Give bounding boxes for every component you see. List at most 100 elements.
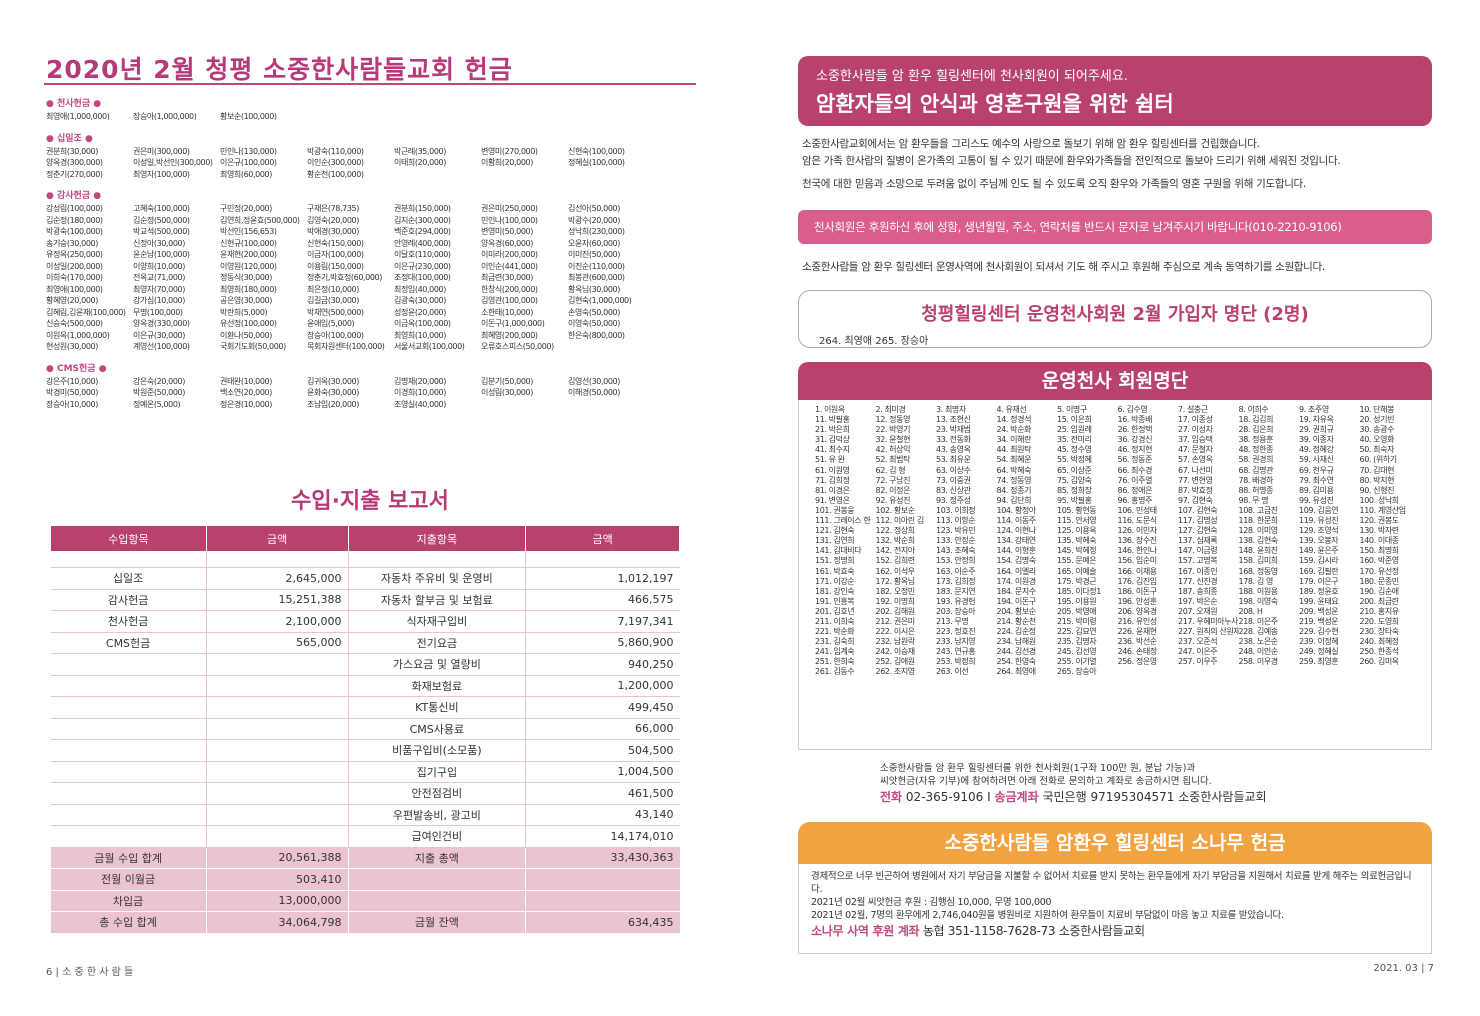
donation-section: ● 감사헌금 ● 강성림(100,000) 고혜숙(100,000) 구민정(20,0… <box>46 188 706 353</box>
roster-entry: 50. 최숙자 <box>1359 445 1395 455</box>
roster-entry: 175. 박경근 <box>1057 576 1097 586</box>
donor-entry: 양옥경(60,000) <box>481 238 533 248</box>
roster-entry: 183. 문지연 <box>936 586 976 596</box>
roster-entry: 219. 백성운 <box>1299 616 1339 626</box>
donor-entry: 김명재(20,000) <box>394 376 446 386</box>
roster-entry: 178. 김 영 <box>1238 576 1274 586</box>
roster-entry: 58. 권경희 <box>1238 455 1274 465</box>
table-row: 비품구입비(소모품) 504,500 <box>50 739 680 762</box>
donor-entry: 현성원(30,000) <box>46 342 98 351</box>
donor-entry: 강은숙(20,000) <box>133 376 185 386</box>
table-cell: 십일조 <box>50 567 207 590</box>
donor-entry: 최정임(40,000) <box>394 284 446 294</box>
roster-entry: 195. 이용원 <box>1057 596 1097 606</box>
roster-entry: 144. 이형훈 <box>996 546 1037 556</box>
donor-entry: 양옥경(300,000) <box>46 158 103 167</box>
intro-line: 암은 가족 한사람의 질병이 온가족의 고통이 될 수 있기 때문에 환우와가족… <box>802 155 1341 167</box>
roster-entry: 55. 박정혜 <box>1057 455 1092 465</box>
roster-entry: 188. 이원용 <box>1238 586 1279 596</box>
roster-entry: 97. 김현숙 <box>1178 495 1213 505</box>
donor-entry: 윤재현(200,000) <box>220 250 277 259</box>
donor-entry: 정혜실(100,000) <box>568 158 625 167</box>
table-cell: 차입금 <box>50 890 207 912</box>
roster-entry: 220. 도영희 <box>1359 616 1400 626</box>
donor-entry: 민인나(130,000) <box>220 146 277 156</box>
roster-entry: 182. 오정민 <box>875 586 916 596</box>
roster-entry: 113. 이항순 <box>936 516 976 526</box>
roster-entry: 254. 한영숙 <box>996 657 1037 667</box>
donor-entry: 백소연(20,000) <box>220 388 272 397</box>
roster-entry: 94. 김단희 <box>996 495 1032 505</box>
roster-entry: 255. 이기열 <box>1057 657 1097 667</box>
roster-entry: 146. 한인나 <box>1117 546 1158 556</box>
table-cell: 20,561,388 <box>206 847 349 869</box>
roster-entry: 17. 이종성 <box>1178 415 1213 425</box>
table-cell: 지출 총액 <box>348 847 527 869</box>
table-row: 천사헌금 2,100,000 식자재구입비 7,197,341 <box>50 610 680 633</box>
donor-entry: 박원준(50,000) <box>133 388 185 397</box>
roster-entry: 121. 김현숙 <box>815 526 855 536</box>
roster-entry: 265. 장승아 <box>1057 667 1097 677</box>
donation-section-title: ● 감사헌금 ● <box>46 191 102 201</box>
roster-entry: 151. 정명희 <box>815 556 855 566</box>
donor-entry: 박애경(30,000) <box>307 227 359 236</box>
roster-entry: 257. 이우주 <box>1178 657 1218 667</box>
table-cell <box>50 825 207 848</box>
roster-entry: 62. 김 형 <box>875 465 906 475</box>
roster-entry: 79. 최수연 <box>1299 475 1334 485</box>
roster-entry: 4. 유재선 <box>996 405 1027 414</box>
roster-entry: 246. 손태정 <box>1117 647 1158 657</box>
banner-title: 암환자들의 안식과 영혼구원을 위한 쉼터 <box>816 92 1174 116</box>
donor-entry: 변영미(270,000) <box>481 146 538 156</box>
roster-entry: 6. 김수영 <box>1117 405 1148 414</box>
sonamu-box: 경제적으로 너무 빈곤하여 병원에서 자기 부담금을 지불할 수 없어서 치료를… <box>798 864 1432 954</box>
donor-entry: 윤애임(5,000) <box>307 319 355 328</box>
roster-entry: 225. 김묘연 <box>1057 627 1097 637</box>
donor-entry: 이은규(230,000) <box>394 261 451 271</box>
table-cell: 634,435 <box>525 911 680 934</box>
roster-entry: 128. 이미영 <box>1238 526 1279 536</box>
roster-entry: 206. 양옥경 <box>1117 606 1158 616</box>
donation-section-title: ● 십일조 ● <box>46 133 93 144</box>
donor-entry: 최영희(10,000) <box>394 330 446 340</box>
roster-entry: 99. 유성진 <box>1299 495 1334 505</box>
roster-entry: 238. 노은순 <box>1238 637 1279 647</box>
roster-entry: 143. 조혜숙 <box>936 546 976 556</box>
table-row: KT통신비 499,450 <box>50 696 680 719</box>
donor-entry: 최금련(30,000) <box>481 273 533 282</box>
roster-entry: 253. 박정희 <box>936 657 976 667</box>
roster-entry: 28. 김은희 <box>1238 425 1274 435</box>
roster-entry: 223. 정호진 <box>936 627 976 637</box>
sonamu-line: 경제적으로 너무 빈곤하여 병원에서 자기 부담금을 지불할 수 없어서 치료를… <box>811 871 1412 895</box>
donor-entry: 계영선(100,000) <box>133 342 190 351</box>
roster-entry: 41. 최수지 <box>815 445 850 455</box>
donor-entry: 공은영(30,000) <box>220 296 272 305</box>
roster-entry: 168. 정동영 <box>1238 566 1279 576</box>
roster-entry: 85. 정희장 <box>1057 485 1092 495</box>
roster-entry: 77. 변현영 <box>1178 475 1213 485</box>
donor-entry: 오윤자(60,000) <box>568 238 620 248</box>
donation-section: ● 천사헌금 ● 최영애(1,000,000) 장승아(1,000,000) 황보순(… <box>46 96 706 123</box>
roster-entry: 236. 박선순 <box>1117 637 1158 647</box>
roster-entry: 60. (위하기 <box>1359 455 1398 465</box>
table-cell <box>206 551 349 568</box>
roster-entry: 160. 박준영 <box>1359 556 1400 566</box>
table-cell: 43,140 <box>525 804 680 826</box>
roster-entry: 78. 배경하 <box>1238 475 1274 485</box>
table-cell: 14,174,010 <box>525 825 680 848</box>
table-cell <box>50 739 207 762</box>
roster-entry: 252. 김애원 <box>875 657 916 667</box>
donor-entry: 이해경(50,000) <box>568 388 620 397</box>
intro-line: 천국에 대한 믿음과 소망으로 두려움 없이 주님께 인도 될 수 있도록 오직… <box>802 178 1306 190</box>
donor-entry: 정춘기(270,000) <box>46 169 103 179</box>
roster-entry: 185. 이다정1 <box>1057 586 1101 596</box>
table-header: 금액 <box>525 525 680 552</box>
roster-entry: 227. 원직의 산원재료 <box>1178 627 1239 637</box>
roster-entry: 224. 김순정 <box>996 627 1037 637</box>
donor-entry: 국회기도회(50,000) <box>220 342 286 351</box>
roster-entry: 68. 김명관 <box>1238 465 1274 475</box>
sonamu-account: 소나무 사역 후원 계좌 농협 351-1158-7628-73 소중한사람들교… <box>811 925 1419 938</box>
page-title: 2020년 2월 청평 소중한사람들교회 헌금 <box>46 55 513 84</box>
donor-entry: 한은숙(800,000) <box>568 330 625 340</box>
roster-entry: 171. 이강순 <box>815 576 855 586</box>
